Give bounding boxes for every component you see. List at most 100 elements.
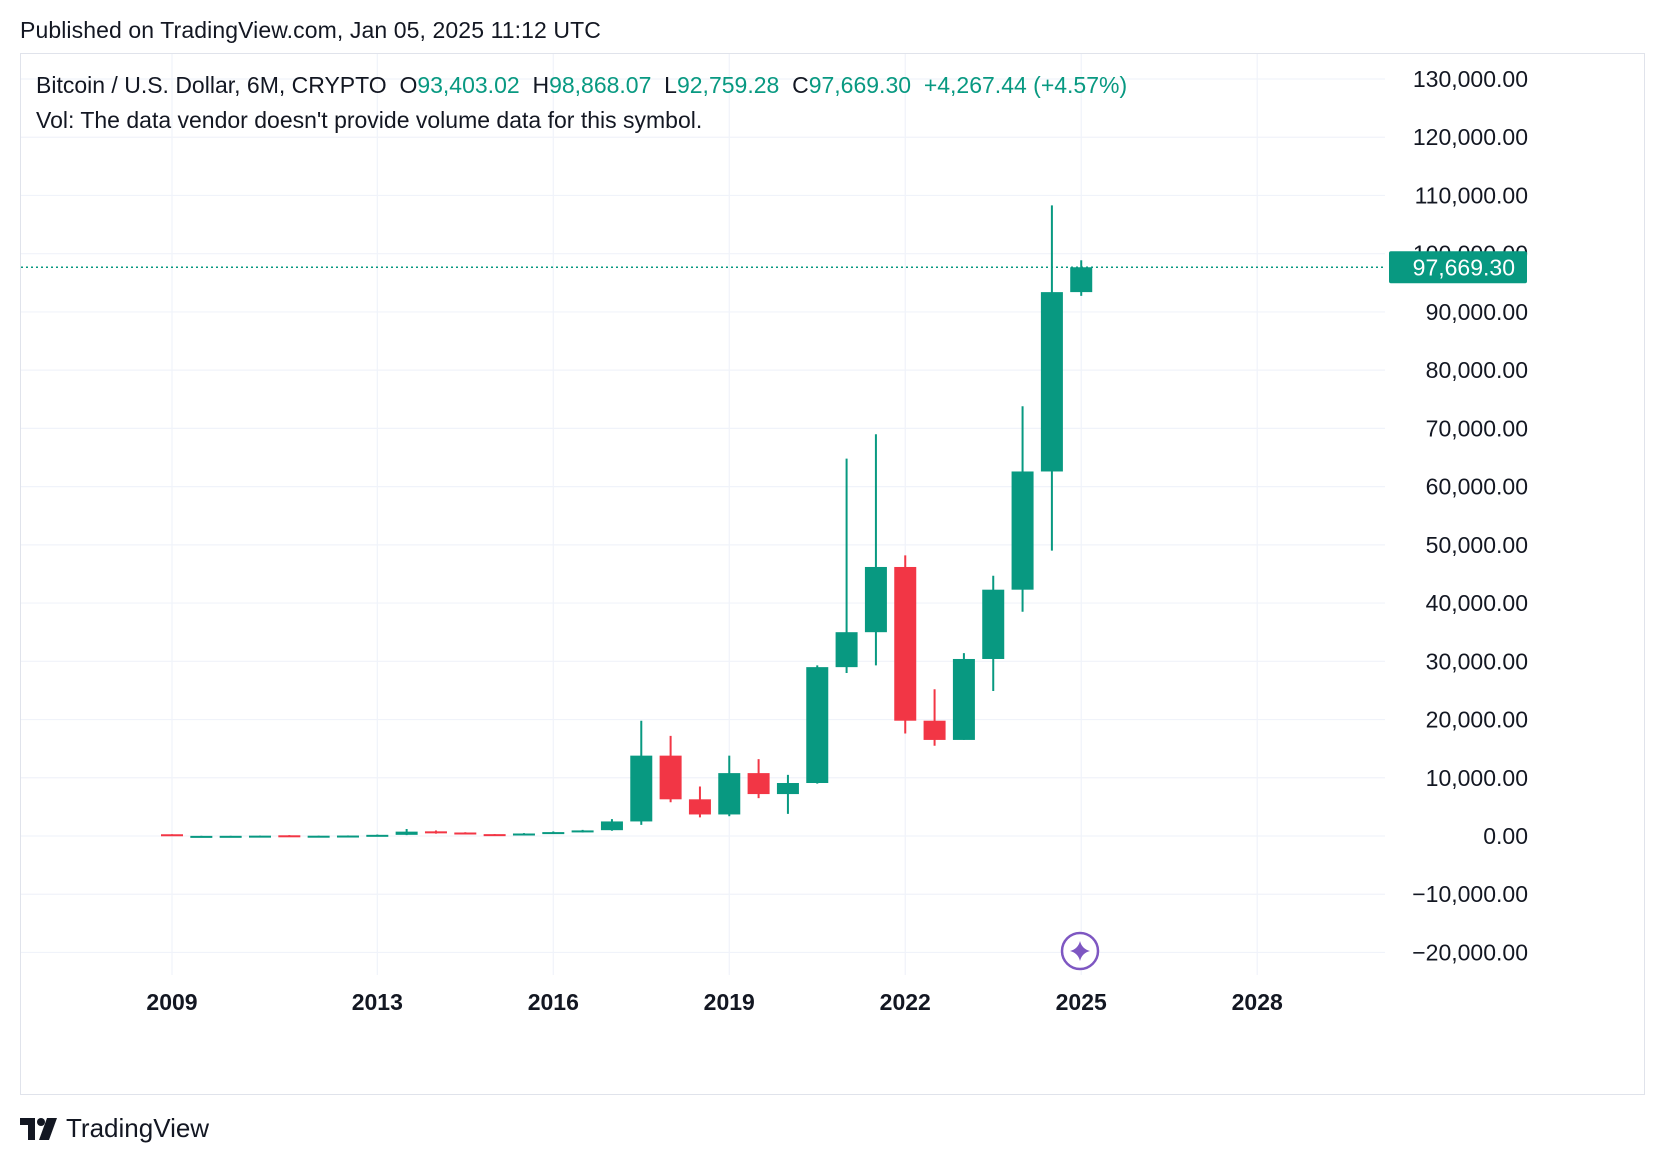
candle-up bbox=[219, 835, 242, 838]
candle-body bbox=[483, 834, 506, 837]
volume-note: Vol: The data vendor doesn't provide vol… bbox=[36, 107, 703, 133]
candle-body bbox=[307, 835, 330, 838]
brand-name: TradingView bbox=[66, 1113, 210, 1143]
candle-up bbox=[982, 575, 1005, 692]
candle-up bbox=[718, 755, 741, 817]
candle-up bbox=[542, 831, 565, 835]
candle-body bbox=[952, 658, 975, 740]
candle-up bbox=[864, 434, 887, 666]
candle-down bbox=[278, 835, 301, 838]
symbol-name: Bitcoin / U.S. Dollar, 6M, CRYPTO bbox=[36, 72, 387, 98]
candle-body bbox=[571, 830, 594, 833]
candle-body bbox=[894, 566, 917, 721]
last-price-label: 97,669.30 bbox=[1389, 251, 1527, 284]
price-tag-bg bbox=[1389, 251, 1527, 284]
y-tick-label: 70,000.00 bbox=[1426, 415, 1528, 441]
candle-body bbox=[864, 566, 887, 633]
candle-down bbox=[894, 555, 917, 734]
candle-body bbox=[512, 833, 535, 836]
candle-down bbox=[454, 832, 477, 835]
candle-down bbox=[747, 759, 770, 799]
y-tick-label: 30,000.00 bbox=[1426, 648, 1528, 674]
tradingview-logo-icon bbox=[20, 1117, 57, 1140]
candle-body bbox=[1040, 292, 1063, 472]
candle-up bbox=[395, 829, 418, 836]
candle-body bbox=[454, 832, 477, 835]
y-tick-label: 130,000.00 bbox=[1413, 66, 1528, 92]
candle-up bbox=[952, 653, 975, 740]
footer-brand[interactable]: TradingView bbox=[20, 1113, 209, 1144]
y-tick-label: 80,000.00 bbox=[1426, 357, 1528, 383]
y-tick-label: 90,000.00 bbox=[1426, 299, 1528, 325]
candle-body bbox=[161, 834, 183, 837]
y-tick-label: 10,000.00 bbox=[1426, 765, 1528, 791]
high-label: H bbox=[532, 72, 550, 98]
close-value: 97,669.30 bbox=[808, 72, 912, 98]
candle-up bbox=[1070, 260, 1093, 296]
y-tick-label: 110,000.00 bbox=[1415, 182, 1528, 208]
low-value: 92,759.28 bbox=[676, 72, 780, 98]
price-axis: 130,000.00120,000.00110,000.00100,000.00… bbox=[1412, 66, 1528, 965]
candle-down bbox=[161, 834, 183, 837]
candle-body bbox=[1070, 267, 1093, 293]
candle-body bbox=[336, 835, 359, 838]
candle-down bbox=[688, 786, 711, 818]
y-tick-label: −20,000.00 bbox=[1412, 939, 1528, 965]
candle-body bbox=[776, 783, 799, 795]
candle-body bbox=[659, 755, 682, 800]
price-tag-text: 97,669.30 bbox=[1413, 254, 1515, 280]
candle-body bbox=[982, 589, 1005, 659]
candle-up bbox=[512, 833, 535, 836]
candle-up bbox=[630, 720, 653, 825]
x-tick-label: 2019 bbox=[704, 989, 755, 1015]
candle-body bbox=[718, 773, 741, 815]
candle-up bbox=[600, 819, 623, 831]
y-tick-label: 0.00 bbox=[1483, 823, 1528, 849]
candle-down bbox=[923, 689, 946, 746]
candle-body bbox=[190, 835, 213, 838]
y-tick-label: −10,000.00 bbox=[1412, 881, 1528, 907]
y-tick-label: 60,000.00 bbox=[1426, 474, 1528, 500]
candle-body bbox=[395, 831, 418, 835]
candle-body bbox=[1011, 471, 1034, 590]
x-tick-label: 2016 bbox=[528, 989, 579, 1015]
candle-body bbox=[688, 799, 711, 815]
y-tick-label: 50,000.00 bbox=[1426, 532, 1528, 558]
candle-down bbox=[424, 830, 447, 834]
chart-frame bbox=[20, 53, 1645, 1095]
grid-lines bbox=[21, 54, 1385, 975]
candle-body bbox=[366, 834, 389, 837]
candle-down bbox=[659, 735, 682, 803]
time-axis: 2009 2013 2016 2019 2022 2025 2028 bbox=[146, 989, 1283, 1015]
low-label: L bbox=[664, 72, 677, 98]
candle-up bbox=[1040, 205, 1063, 551]
candles bbox=[161, 205, 1093, 838]
candle-body bbox=[806, 667, 829, 784]
candle-body bbox=[600, 821, 623, 831]
open-value: 93,403.02 bbox=[417, 72, 520, 98]
x-tick-label: 2022 bbox=[880, 989, 931, 1015]
close-label: C bbox=[792, 72, 809, 98]
candle-body bbox=[923, 720, 946, 740]
candle-up bbox=[190, 835, 213, 838]
candle-up bbox=[336, 835, 359, 838]
candle-body bbox=[219, 835, 242, 838]
candle-down bbox=[483, 834, 506, 837]
candle-up bbox=[571, 829, 594, 833]
sparkle-icon[interactable] bbox=[1060, 931, 1100, 971]
change-value: +4,267.44 (+4.57%) bbox=[923, 72, 1128, 98]
candle-body bbox=[248, 835, 271, 838]
candle-up bbox=[806, 665, 829, 784]
candle-body bbox=[278, 835, 301, 838]
candle-up bbox=[1011, 406, 1034, 612]
candle-body bbox=[424, 831, 447, 834]
published-caption: Published on TradingView.com, Jan 05, 20… bbox=[20, 17, 601, 43]
x-tick-label: 2013 bbox=[352, 989, 403, 1015]
y-tick-label: 40,000.00 bbox=[1426, 590, 1528, 616]
candle-up bbox=[366, 834, 389, 837]
candle-body bbox=[630, 755, 653, 822]
symbol-legend: Bitcoin / U.S. Dollar, 6M, CRYPTO O93,40… bbox=[36, 72, 1127, 99]
open-label: O bbox=[399, 72, 418, 98]
x-tick-label: 2025 bbox=[1056, 989, 1107, 1015]
